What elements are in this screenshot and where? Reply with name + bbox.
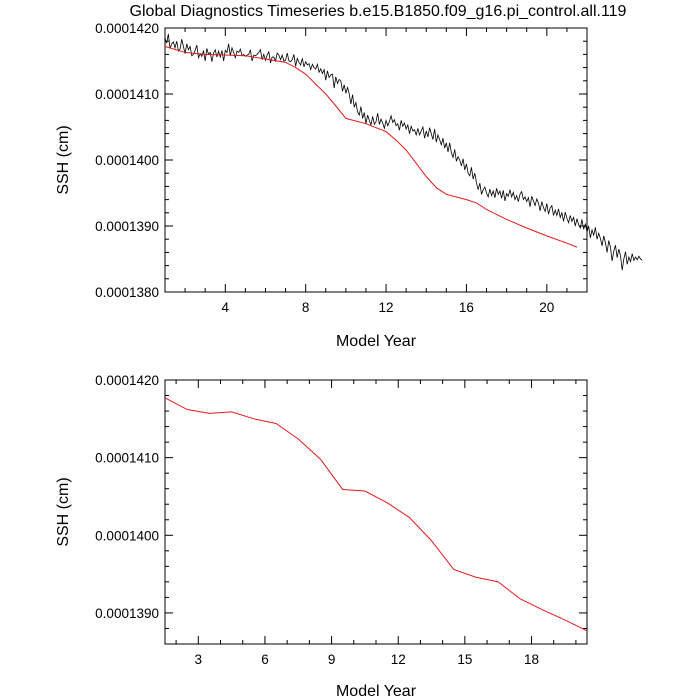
x-tick-label: 8	[302, 300, 310, 315]
y-tick-label: 0.0001420	[95, 373, 159, 388]
y-tick-label: 0.0001400	[95, 153, 159, 168]
series-line-monthly	[164, 33, 643, 271]
bottom-y-axis-label: SSH (cm)	[55, 477, 72, 546]
bottom-axis-ticks	[165, 379, 587, 645]
x-tick-label: 16	[459, 300, 474, 315]
top-panel: 0.0001380 0.0001390 0.0001400 0.0001410 0.00…	[55, 21, 643, 350]
x-tick-label: 4	[222, 300, 230, 315]
y-tick-label: 0.0001410	[95, 451, 159, 466]
y-tick-label: 0.0001400	[95, 528, 159, 543]
y-tick-label: 0.0001420	[95, 21, 159, 36]
x-tick-label: 12	[379, 300, 394, 315]
x-tick-label: 18	[524, 652, 539, 667]
y-tick-label: 0.0001390	[95, 606, 159, 621]
figure-title: Global Diagnostics Timeseries b.e15.B185…	[130, 3, 627, 20]
bottom-plot-frame	[164, 379, 588, 645]
x-tick-label: 3	[195, 652, 203, 667]
top-y-tick-labels: 0.0001380 0.0001390 0.0001400 0.0001410 0.00…	[95, 21, 159, 300]
top-series	[164, 33, 643, 271]
x-tick-label: 20	[539, 300, 554, 315]
top-plot-frame	[164, 27, 588, 293]
x-tick-label: 12	[391, 652, 406, 667]
bottom-series	[164, 397, 588, 632]
x-tick-label: 6	[261, 652, 269, 667]
y-tick-label: 0.0001410	[95, 87, 159, 102]
bottom-y-tick-labels: 0.0001390 0.0001400 0.0001410 0.0001420	[95, 373, 159, 621]
bottom-x-tick-labels: 3 6 9 12 15 18	[195, 652, 539, 667]
y-tick-label: 0.0001380	[95, 285, 159, 300]
x-tick-label: 9	[328, 652, 336, 667]
bottom-panel: 0.0001390 0.0001400 0.0001410 0.0001420 3 6 9…	[55, 373, 588, 700]
top-y-axis-label: SSH (cm)	[55, 125, 72, 194]
y-tick-label: 0.0001390	[95, 219, 159, 234]
top-x-tick-labels: 4 8 12 16 20	[222, 300, 555, 315]
top-x-axis-label: Model Year	[336, 333, 417, 350]
top-axis-ticks	[164, 27, 588, 293]
series-line-annual-mean	[164, 397, 588, 632]
x-tick-label: 15	[457, 652, 472, 667]
bottom-x-axis-label: Model Year	[336, 683, 417, 700]
series-line-smoothed	[164, 46, 578, 248]
